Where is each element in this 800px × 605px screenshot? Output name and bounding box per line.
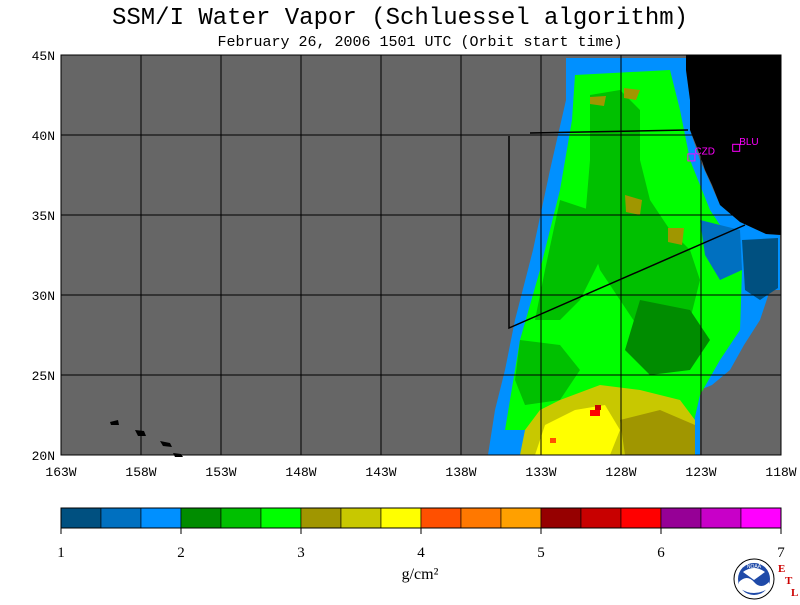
map-title: SSM/I Water Vapor (Schluessel algorithm) <box>111 5 689 32</box>
latitude-tick-label: 20N <box>32 449 55 464</box>
longitude-tick-label: 148W <box>285 465 316 480</box>
colorbar-swatch <box>180 507 222 529</box>
latitude-tick-label: 45N <box>32 49 55 64</box>
colorbar-tick-labels: 1 2 3 4 5 6 7 <box>57 528 785 561</box>
latitude-tick-label: 25N <box>32 369 55 384</box>
longitude-labels: 163W 158W 153W 148W 143W 138W 133W 128W 123W 118W <box>45 465 796 480</box>
colorbar-swatch <box>260 507 302 529</box>
noaa-logo: NOAA E T L <box>733 558 799 605</box>
colorbar-tick-label: 3 <box>297 545 305 561</box>
longitude-tick-label: 163W <box>45 465 76 480</box>
longitude-tick-label: 143W <box>365 465 396 480</box>
etl-letter-l: L <box>791 587 798 599</box>
colorbar-swatch <box>380 507 422 529</box>
colorbar-swatch <box>300 507 342 529</box>
colorbar-swatch <box>700 507 742 529</box>
colorbar-swatch <box>500 507 542 529</box>
map-frame <box>60 54 782 456</box>
noaa-etl-logo: NOAA E T L <box>733 558 798 600</box>
colorbar-tick-label: 2 <box>177 545 185 561</box>
longitude-tick-label: 133W <box>525 465 556 480</box>
colorbar-tick-label: 1 <box>57 545 65 561</box>
colorbar-swatch <box>340 507 382 529</box>
colorbar-units: g/cm² <box>401 566 439 583</box>
etl-letter-e: E <box>778 563 785 575</box>
water-vapor-swath <box>488 58 780 455</box>
etl-letter-t: T <box>785 575 793 587</box>
station-markers: CZD BLU <box>687 137 759 162</box>
colorbar-tick-label: 7 <box>777 545 785 561</box>
colorbar-tick-label: 5 <box>537 545 545 561</box>
colorbar-swatch <box>420 507 462 529</box>
colorbar-swatch <box>140 507 182 529</box>
colorbar-swatch <box>540 507 582 529</box>
colorbar-swatch <box>220 507 262 529</box>
longitude-tick-label: 153W <box>205 465 236 480</box>
domain-outline <box>508 129 746 330</box>
longitude-tick-label: 118W <box>765 465 796 480</box>
colorbar <box>60 507 782 529</box>
station-marker-blu <box>732 143 741 152</box>
latitude-labels: 20N 25N 30N 35N 40N 45N <box>32 49 55 464</box>
colorbar-swatch <box>580 507 622 529</box>
longitude-tick-label: 138W <box>445 465 476 480</box>
station-label-czd: CZD <box>694 146 715 157</box>
colorbar-swatch <box>740 507 782 529</box>
land-mass <box>686 55 781 235</box>
colorbar-swatch <box>60 507 102 529</box>
longitude-tick-label: 123W <box>685 465 716 480</box>
colorbar-swatch <box>660 507 702 529</box>
longitude-tick-label: 158W <box>125 465 156 480</box>
latitude-tick-label: 35N <box>32 209 55 224</box>
colorbar-swatch <box>620 507 662 529</box>
noaa-logo-text: NOAA <box>747 564 762 570</box>
station-marker-czd <box>687 153 696 162</box>
colorbar-tick-label: 6 <box>657 545 665 561</box>
longitude-tick-label: 128W <box>605 465 636 480</box>
latitude-tick-label: 30N <box>32 289 55 304</box>
colorbar-swatch <box>100 507 142 529</box>
colorbar-tick-label: 4 <box>417 545 425 561</box>
station-label-blu: BLU <box>739 137 758 148</box>
colorbar-swatch <box>460 507 502 529</box>
map-subtitle: February 26, 2006 1501 UTC (Orbit start … <box>217 34 623 51</box>
latitude-tick-label: 40N <box>32 129 55 144</box>
